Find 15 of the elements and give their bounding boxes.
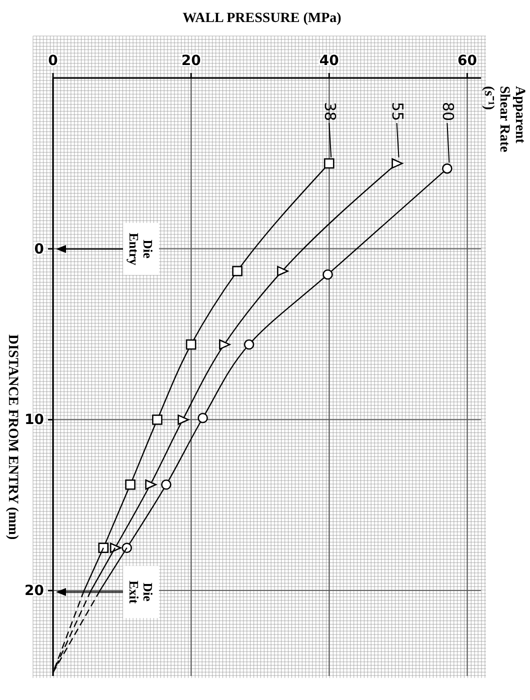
y-tick-label: 20 [24,583,44,600]
x-tick-label: 40 [319,53,340,69]
annotation: Die Entry [126,232,156,266]
text: 80 [439,102,458,122]
x-axis-title: WALL PRESSURE (MPa) [182,11,342,26]
text: 55 [388,102,407,122]
y-axis-title: DISTANCE FROM ENTRY (mm) [4,334,20,540]
text: 38 [321,102,340,122]
y-tick-label: 10 [24,412,44,428]
y-tick-label: 0 [34,241,44,258]
annotation: Die Exit [126,580,156,604]
x-tick-label: 0 [48,53,58,69]
legend-title: Apparent Shear Rate (s⁻¹) [481,86,527,152]
x-tick-label: 20 [181,53,202,69]
x-tick-label: 60 [457,53,478,69]
